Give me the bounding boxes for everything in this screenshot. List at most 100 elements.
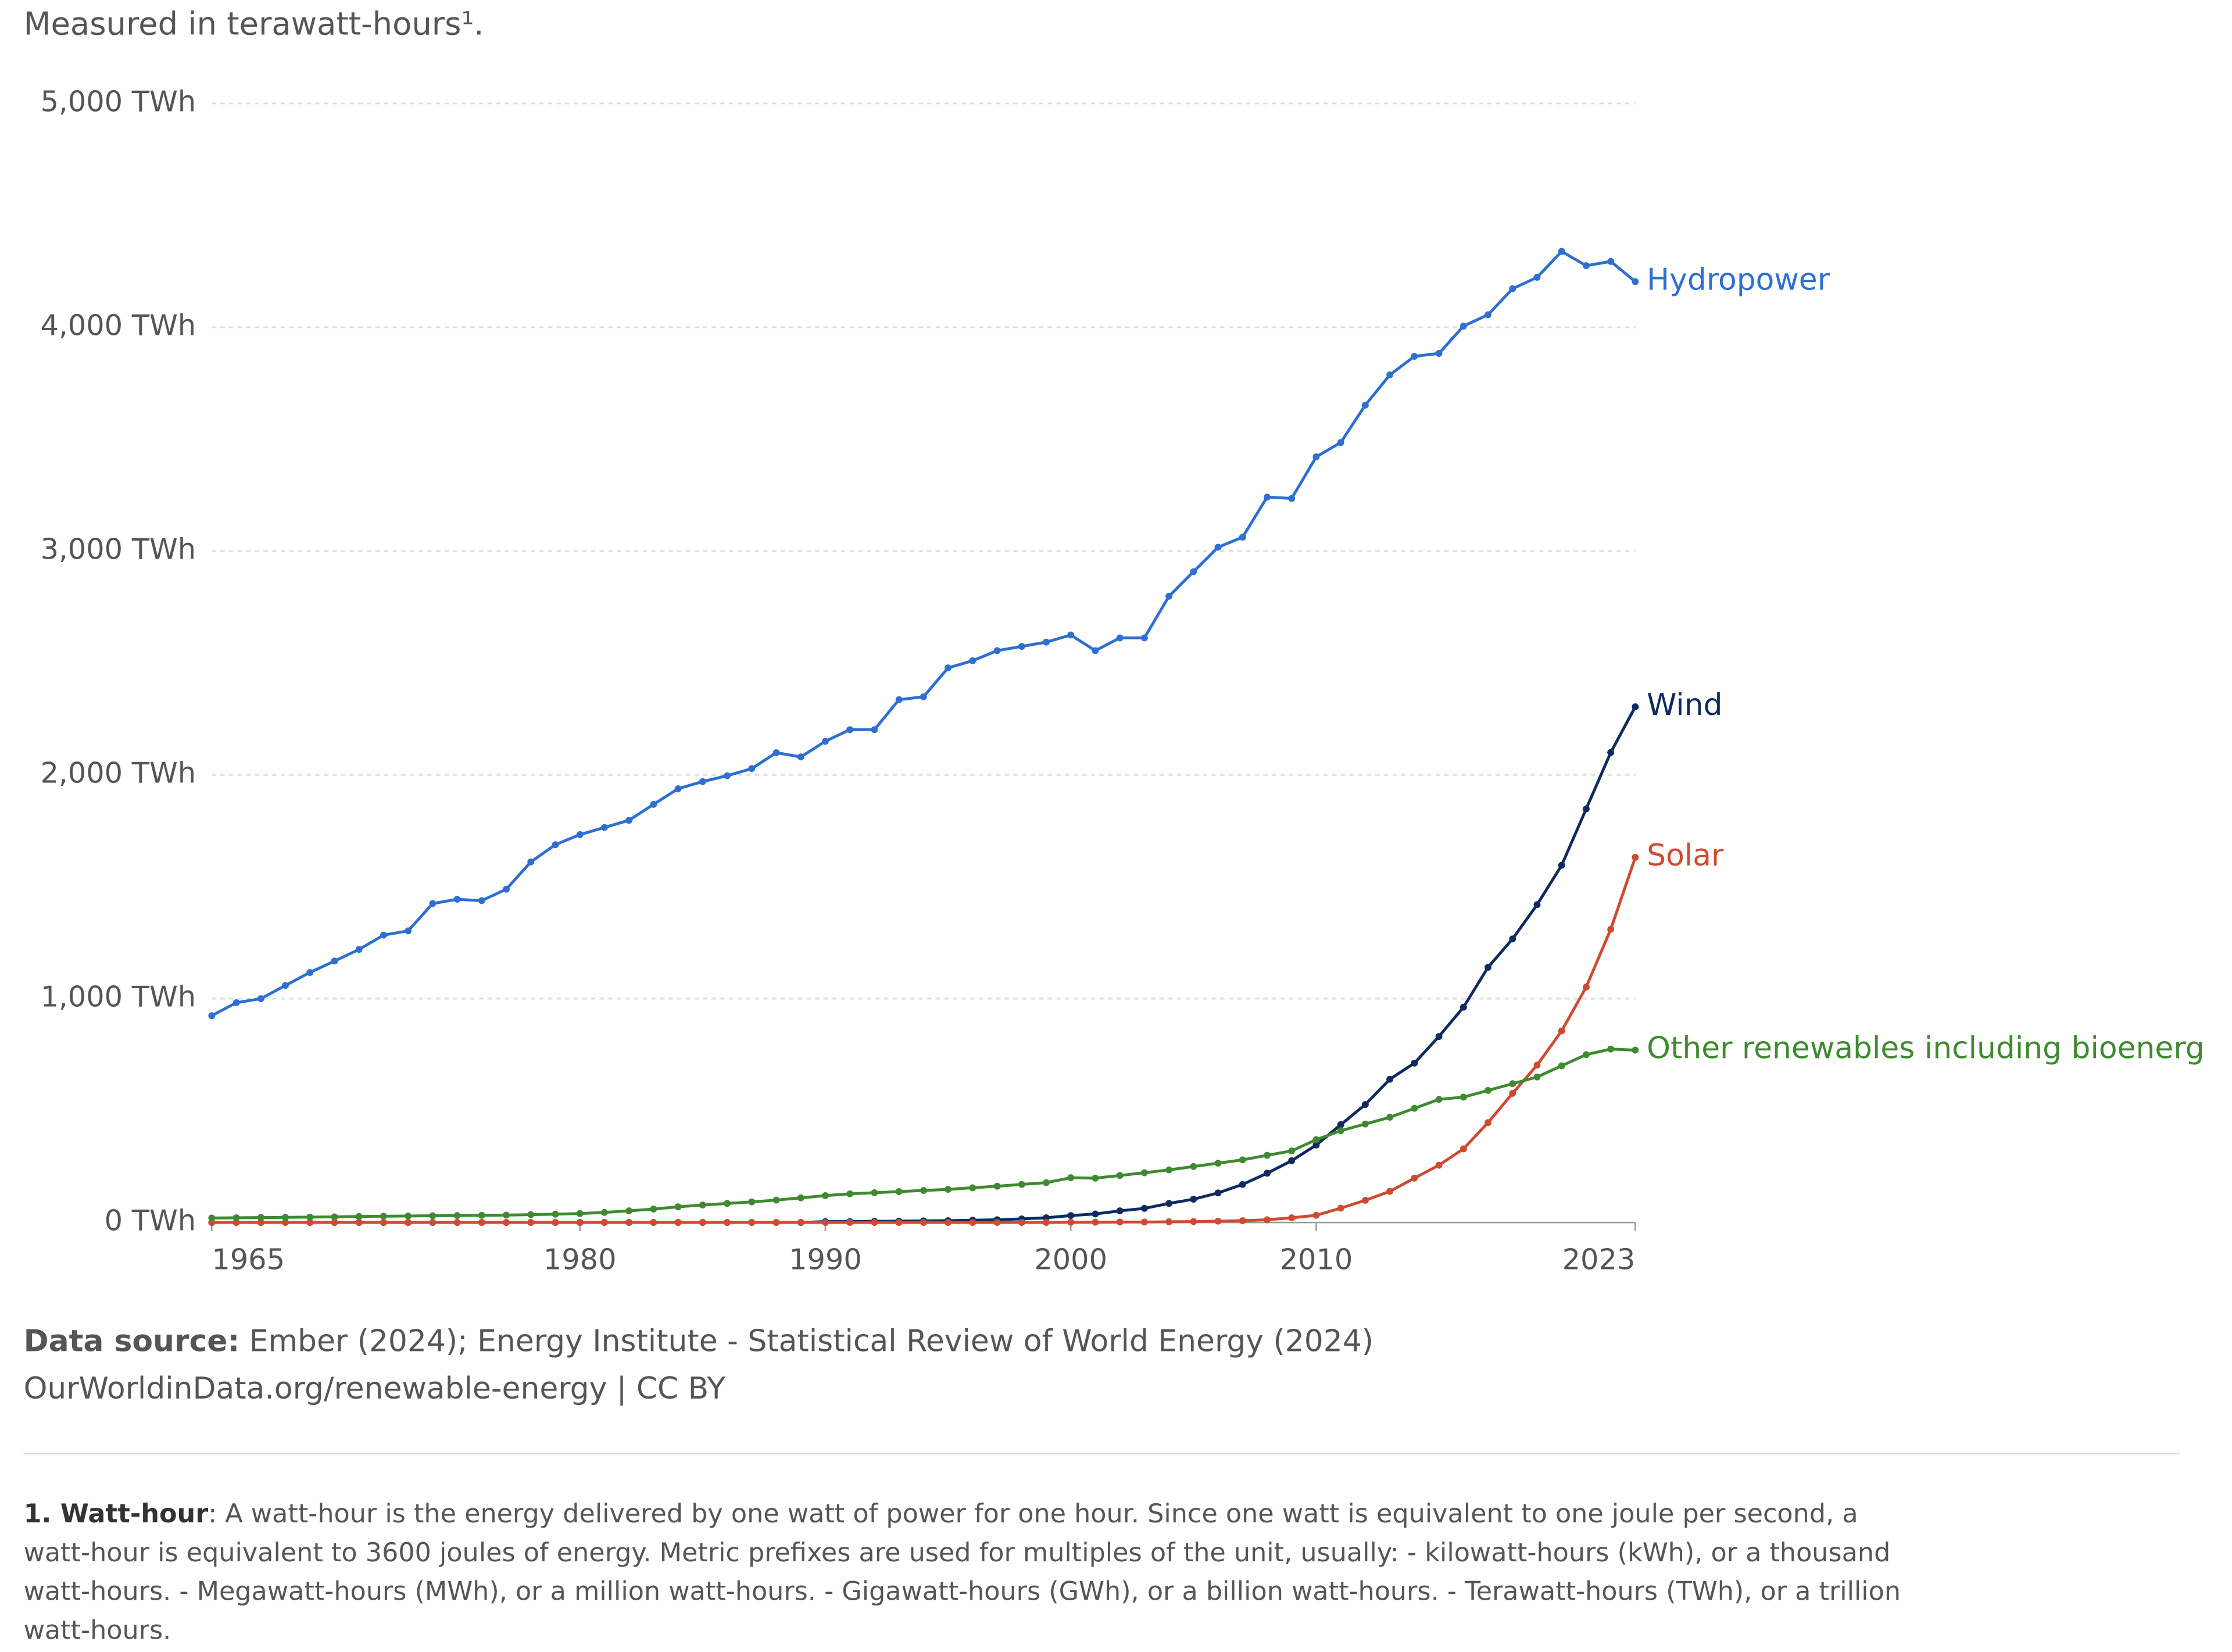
data-point [1018,1219,1025,1227]
data-point [1067,1212,1075,1220]
data-point [429,1219,437,1227]
data-point [772,749,780,756]
footnote-text: watt-hours. [24,1615,171,1645]
footnote-label: 1. Watt-hour [24,1499,209,1529]
data-point [552,1219,559,1227]
data-point [1312,1211,1320,1219]
data-point [552,841,559,849]
data-point [380,1219,387,1227]
data-point [969,1184,977,1192]
data-point [1165,1166,1173,1174]
data-point [1582,1051,1590,1059]
data-point [1043,1179,1050,1186]
data-point [1018,643,1025,650]
data-point [822,1192,829,1199]
data-point [748,765,756,773]
data-point [1092,1210,1099,1218]
data-point [1386,1188,1394,1195]
data-point [969,1219,977,1227]
data-point [1533,274,1541,281]
data-point [1361,1120,1369,1128]
data-point [846,1190,854,1197]
data-point [674,1219,682,1227]
data-point [1582,984,1590,991]
data-point [306,969,314,976]
data-point [1190,1163,1197,1170]
data-point [1092,1218,1099,1226]
data-point [920,1219,927,1227]
data-point [895,696,903,703]
data-point [724,1200,731,1207]
data-point [405,927,412,935]
data-point [1607,258,1615,265]
data-point [233,1214,240,1221]
data-point [478,1211,485,1219]
footnote-text: watt-hours. - Megawatt-hours (MWh), or a… [24,1577,1901,1607]
data-point [355,1213,363,1220]
data-point [895,1188,903,1195]
data-point [1312,453,1320,460]
data-point [1632,1046,1639,1054]
data-point [1435,1096,1443,1103]
subtitle: Measured in terawatt-hours¹. [24,6,484,42]
data-point [1361,402,1369,409]
data-point [1533,1061,1541,1069]
data-point [331,1219,338,1227]
source-label: Data source: [24,1324,240,1359]
y-tick-label: 3,000 TWh [41,532,196,566]
data-point [527,858,535,866]
data-point [699,1219,706,1227]
data-point [772,1196,780,1204]
data-point [1632,703,1639,710]
data-point [1140,1204,1148,1212]
data-point [1386,1114,1394,1121]
data-point [453,1212,461,1220]
data-point [993,1219,1001,1227]
data-point [1043,1219,1050,1227]
data-point [576,1210,584,1217]
data-point [1288,1214,1296,1221]
data-point [453,1219,461,1227]
data-point [1165,1218,1173,1225]
data-point [674,1203,682,1211]
data-point [1140,634,1148,642]
data-point [1607,749,1615,756]
data-point [945,1219,952,1227]
data-point [527,1219,535,1227]
data-point [969,657,977,664]
series-line [212,706,1637,1224]
data-point [1116,1172,1124,1179]
data-point [1558,1027,1565,1035]
series-label: Hydropower [1647,262,1830,297]
data-point [1582,805,1590,813]
data-point [1288,495,1296,502]
data-point [282,982,289,989]
data-point [1043,638,1050,646]
data-point [1632,278,1639,285]
data-point [1386,371,1394,378]
data-point [846,726,854,734]
data-point [331,1213,338,1221]
data-point [552,1210,559,1218]
data-point [1607,925,1615,933]
data-point [1485,1119,1491,1127]
data-point [1361,1101,1369,1109]
data-point [1092,647,1099,655]
data-point [772,1219,780,1227]
data-point [993,1182,1001,1190]
data-point [503,1211,510,1219]
y-tick-label: 4,000 TWh [41,308,196,342]
data-point [871,726,878,734]
data-point [1509,935,1516,943]
x-tick-label: 2000 [1034,1242,1107,1276]
y-tick-label: 1,000 TWh [41,980,196,1014]
data-point [1092,1174,1099,1182]
data-point [822,1219,829,1227]
data-point [1435,1033,1443,1040]
data-point [1190,1218,1197,1225]
data-point [1116,1218,1124,1226]
data-point [1558,248,1565,255]
data-point [1116,634,1124,642]
data-point [600,824,608,831]
